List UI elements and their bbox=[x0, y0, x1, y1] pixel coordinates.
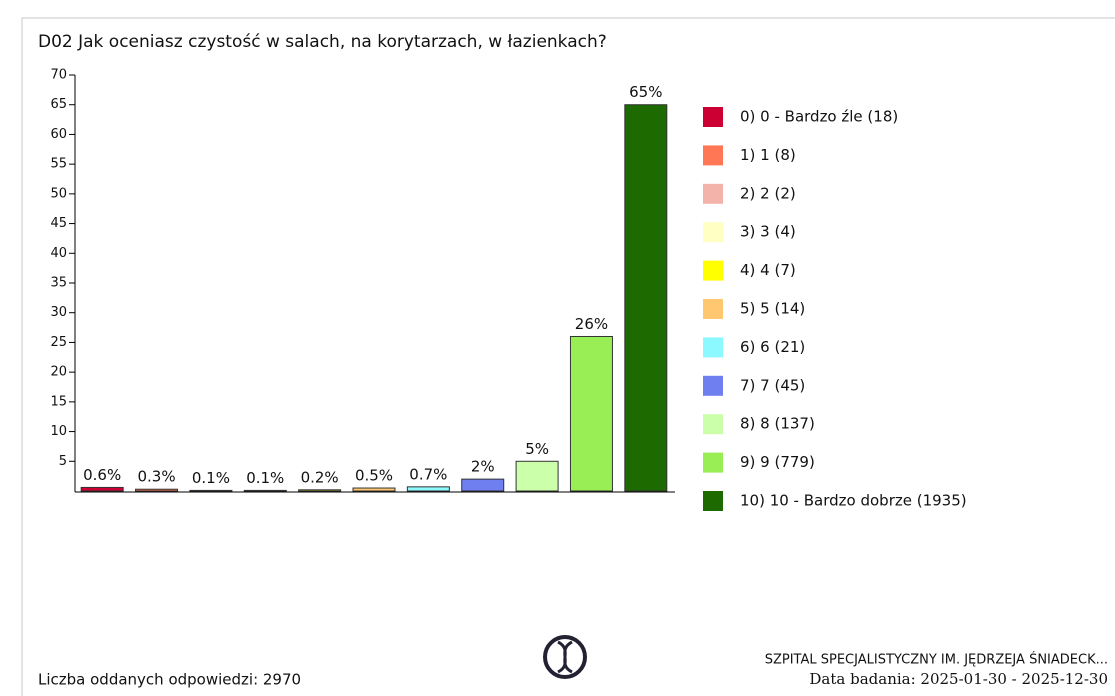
bar bbox=[624, 104, 668, 492]
value-label: 26% bbox=[575, 315, 608, 333]
legend-label: 1) 1 (8) bbox=[740, 146, 796, 164]
y-tick-label: 20 bbox=[50, 365, 67, 380]
response-count: Liczba oddanych odpowiedzi: 2970 bbox=[38, 671, 301, 689]
legend-swatch bbox=[703, 183, 723, 204]
value-label: 0.6% bbox=[83, 466, 121, 484]
bar bbox=[135, 488, 179, 492]
y-tick-label: 45 bbox=[50, 216, 67, 231]
legend-swatch bbox=[703, 452, 723, 473]
legend-label: 10) 10 - Bardzo dobrze (1935) bbox=[740, 492, 967, 510]
y-tick-label: 40 bbox=[50, 246, 67, 261]
value-label: 0.1% bbox=[246, 469, 284, 487]
value-label: 0.5% bbox=[355, 467, 393, 485]
legend-swatch bbox=[703, 414, 723, 435]
y-tick-label: 65 bbox=[50, 97, 67, 112]
value-label: 0.7% bbox=[409, 465, 447, 483]
legend-swatch bbox=[703, 260, 723, 281]
y-tick-label: 35 bbox=[50, 276, 67, 291]
bar bbox=[461, 478, 505, 492]
value-label: 2% bbox=[471, 458, 495, 476]
y-tick-label: 15 bbox=[50, 394, 67, 409]
y-tick-label: 50 bbox=[50, 186, 67, 201]
legend-label: 2) 2 (2) bbox=[740, 184, 796, 202]
legend-label: 0) 0 - Bardzo źle (18) bbox=[740, 108, 898, 126]
bar bbox=[406, 486, 450, 492]
legend-label: 6) 6 (21) bbox=[740, 338, 805, 356]
bar bbox=[189, 489, 233, 492]
frame bbox=[21, 17, 1115, 696]
y-tick-label: 70 bbox=[50, 68, 67, 83]
y-tick-label: 25 bbox=[50, 335, 67, 350]
bar bbox=[243, 489, 287, 492]
value-label: 65% bbox=[629, 83, 662, 101]
legend-label: 4) 4 (7) bbox=[740, 261, 796, 279]
legend-swatch bbox=[703, 107, 723, 127]
y-tick-label: 5 bbox=[59, 454, 67, 469]
survey-dates: Data badania: 2025-01-30 - 2025-12-30 bbox=[809, 670, 1108, 688]
bar bbox=[569, 335, 613, 492]
bar bbox=[352, 487, 396, 492]
legend-swatch bbox=[703, 222, 723, 243]
bar bbox=[80, 486, 124, 492]
legend-swatch bbox=[703, 145, 723, 166]
chart-title: D02 Jak oceniasz czystość w salach, na k… bbox=[38, 32, 607, 52]
legend-swatch bbox=[703, 299, 723, 319]
legend-label: 5) 5 (14) bbox=[740, 300, 805, 318]
logo bbox=[543, 635, 587, 679]
legend-label: 3) 3 (4) bbox=[740, 223, 796, 241]
legend-label: 8) 8 (137) bbox=[740, 415, 815, 433]
bar bbox=[515, 460, 559, 492]
y-tick-label: 30 bbox=[50, 305, 67, 320]
value-label: 0.1% bbox=[192, 469, 230, 487]
value-label: 0.2% bbox=[301, 468, 339, 486]
y-tick-label: 10 bbox=[50, 424, 67, 439]
legend-swatch bbox=[703, 375, 723, 396]
legend-swatch bbox=[703, 337, 723, 358]
legend-label: 9) 9 (779) bbox=[740, 453, 815, 471]
y-tick-label: 55 bbox=[50, 157, 67, 172]
value-label: 5% bbox=[525, 440, 549, 458]
legend-swatch bbox=[703, 491, 723, 511]
y-tick-label: 60 bbox=[50, 127, 67, 142]
bar bbox=[298, 489, 342, 492]
value-label: 0.3% bbox=[137, 468, 175, 486]
legend-label: 7) 7 (45) bbox=[740, 376, 805, 394]
hospital-name: SZPITAL SPECJALISTYCZNY IM. JĘDRZEJA ŚNI… bbox=[765, 652, 1108, 668]
